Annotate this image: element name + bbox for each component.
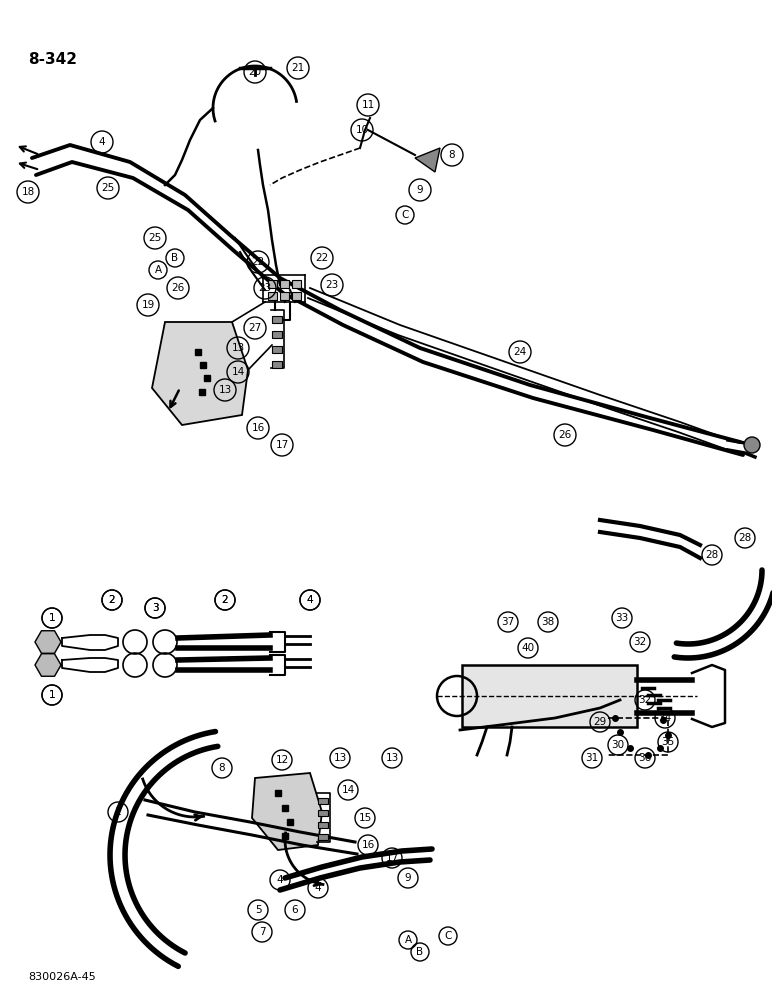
Text: 4: 4: [306, 595, 313, 605]
Bar: [272, 346, 282, 353]
Bar: [318, 822, 328, 828]
Text: 23: 23: [259, 283, 272, 293]
Text: 16: 16: [361, 840, 374, 850]
Text: 25: 25: [101, 183, 114, 193]
Text: 13: 13: [334, 753, 347, 763]
Text: 4: 4: [276, 875, 283, 885]
Text: 8: 8: [218, 763, 225, 773]
Text: 1: 1: [49, 613, 56, 623]
Text: 37: 37: [501, 617, 515, 627]
Text: C: C: [445, 931, 452, 941]
Polygon shape: [35, 654, 61, 676]
Text: 22: 22: [252, 257, 265, 267]
Bar: [318, 810, 328, 816]
Text: 13: 13: [232, 343, 245, 353]
Text: 8-342: 8-342: [28, 52, 77, 67]
FancyBboxPatch shape: [462, 665, 637, 727]
Text: 1: 1: [49, 690, 56, 700]
Text: 40: 40: [521, 643, 534, 653]
Text: 17: 17: [276, 440, 289, 450]
Text: 26: 26: [171, 283, 185, 293]
Text: 16: 16: [252, 423, 265, 433]
Text: B: B: [416, 947, 424, 957]
Circle shape: [744, 437, 760, 453]
Text: 1: 1: [115, 807, 121, 817]
Text: 30: 30: [611, 740, 625, 750]
Bar: [272, 316, 282, 323]
Text: 28: 28: [706, 550, 719, 560]
Text: 3: 3: [151, 603, 158, 613]
Polygon shape: [252, 773, 322, 850]
Text: 31: 31: [585, 753, 598, 763]
Text: 14: 14: [232, 367, 245, 377]
Text: 32: 32: [633, 637, 647, 647]
Text: 22: 22: [316, 253, 329, 263]
Text: 23: 23: [325, 280, 339, 290]
Text: 11: 11: [361, 100, 374, 110]
Text: 9: 9: [405, 873, 411, 883]
Bar: [272, 361, 282, 368]
Text: 19: 19: [141, 300, 154, 310]
Text: 34: 34: [659, 713, 672, 723]
Text: 13: 13: [385, 753, 398, 763]
Text: 3: 3: [151, 603, 158, 613]
Text: 28: 28: [738, 533, 752, 543]
Bar: [292, 280, 301, 288]
Polygon shape: [35, 631, 61, 653]
Text: 4: 4: [99, 137, 105, 147]
Text: 1: 1: [49, 690, 56, 700]
Bar: [272, 331, 282, 338]
Text: 20: 20: [249, 67, 262, 77]
Text: 13: 13: [218, 385, 232, 395]
Text: 35: 35: [662, 737, 675, 747]
Text: 7: 7: [259, 927, 266, 937]
Bar: [318, 798, 328, 804]
Text: A: A: [154, 265, 161, 275]
Text: 830026A-45: 830026A-45: [28, 972, 96, 982]
Text: C: C: [401, 210, 408, 220]
Text: 29: 29: [594, 717, 607, 727]
Text: B: B: [171, 253, 178, 263]
Bar: [268, 292, 277, 300]
Text: 2: 2: [222, 595, 229, 605]
Text: 8: 8: [449, 150, 455, 160]
Text: 6: 6: [292, 905, 298, 915]
Text: A: A: [405, 935, 411, 945]
Text: 17: 17: [385, 853, 398, 863]
Text: 27: 27: [249, 323, 262, 333]
Text: 33: 33: [615, 613, 628, 623]
Text: 25: 25: [148, 233, 161, 243]
Text: 18: 18: [22, 187, 35, 197]
Text: 4: 4: [315, 883, 321, 893]
Text: 14: 14: [341, 785, 354, 795]
Text: 2: 2: [222, 595, 229, 605]
Text: 38: 38: [541, 617, 554, 627]
Text: 10: 10: [355, 125, 368, 135]
Polygon shape: [415, 148, 440, 172]
Bar: [280, 292, 289, 300]
Text: 4: 4: [306, 595, 313, 605]
Bar: [268, 280, 277, 288]
Text: 36: 36: [638, 753, 652, 763]
Text: 5: 5: [255, 905, 261, 915]
Text: 1: 1: [49, 613, 56, 623]
Text: 2: 2: [109, 595, 115, 605]
Text: 15: 15: [358, 813, 371, 823]
Text: 21: 21: [291, 63, 305, 73]
Bar: [292, 292, 301, 300]
Bar: [280, 280, 289, 288]
Text: 9: 9: [417, 185, 423, 195]
Text: 24: 24: [513, 347, 527, 357]
Text: 12: 12: [276, 755, 289, 765]
Text: 32: 32: [638, 695, 652, 705]
Bar: [318, 834, 328, 840]
Text: 26: 26: [558, 430, 571, 440]
Text: 2: 2: [109, 595, 115, 605]
Polygon shape: [152, 322, 248, 425]
